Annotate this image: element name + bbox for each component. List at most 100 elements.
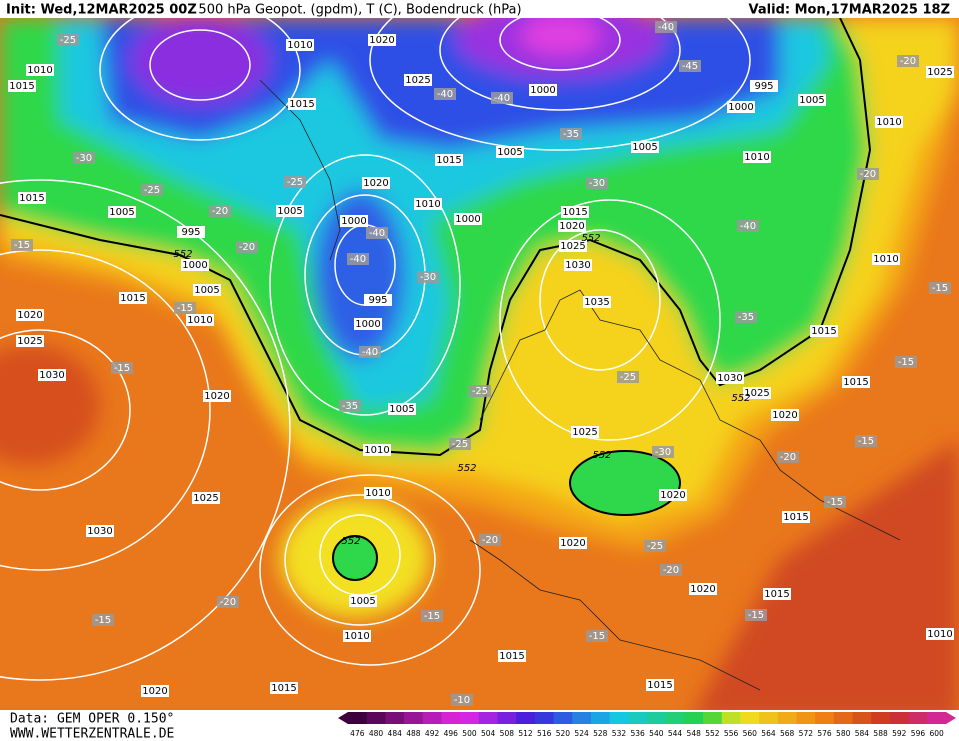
temperature-label: -15 (95, 615, 111, 626)
temperature-label-box (347, 253, 369, 265)
colorbar-tick-label: 580 (836, 729, 851, 738)
temperature-label: -15 (177, 303, 193, 314)
isobar-label: 1015 (9, 81, 34, 92)
colorbar-tick-label: 600 (929, 729, 944, 738)
isobar-label-box (559, 537, 587, 549)
isobar-label-box (362, 177, 390, 189)
temperature-label-box (236, 241, 258, 253)
temperature-label-box (617, 371, 639, 383)
temperature-label: -35 (738, 312, 754, 323)
temperature-label-box (209, 205, 231, 217)
isobar-label-box (354, 318, 382, 330)
isobar-label: 1030 (39, 370, 64, 381)
colorbar-swatch (665, 712, 685, 724)
isobar-label-box (561, 206, 589, 218)
isobar-label: 1010 (927, 629, 952, 640)
isobar-label: 1025 (193, 493, 218, 504)
colorbar-arrow-right (946, 712, 956, 724)
colorbar-swatch (534, 712, 555, 724)
isobar-label-box (743, 387, 771, 399)
header-bar (0, 0, 959, 18)
temperature-label: -15 (424, 611, 440, 622)
isobar-label: 1020 (560, 538, 585, 549)
isobar-label: 1005 (350, 596, 375, 607)
temperature-label: -40 (350, 254, 366, 265)
temperature-label-box (586, 630, 608, 642)
isobar-label: 1020 (204, 391, 229, 402)
colorbar-swatch (796, 712, 816, 724)
temperature-label: -30 (589, 178, 605, 189)
colorbar-swatch (404, 712, 424, 724)
temperature-label: -10 (454, 695, 470, 706)
temperature-label-box (434, 88, 456, 100)
isobar-label-box (771, 409, 799, 421)
temperature-label-box (73, 152, 95, 164)
isobar-label-box (763, 588, 791, 600)
isobar-label: 1010 (415, 199, 440, 210)
isobar-label: 1015 (499, 651, 524, 662)
colorbar-swatch (385, 712, 405, 724)
geopotential-label: 552 (341, 536, 360, 547)
isobar-label: 1015 (764, 589, 789, 600)
isobar-label-box (288, 98, 316, 110)
colorbar-tick-label: 496 (444, 729, 459, 738)
colorbar-swatch (871, 712, 891, 724)
temperature-label-box (491, 92, 513, 104)
temperature-label-box (451, 694, 473, 706)
temperature-label-box (560, 128, 582, 140)
isobar-label-box (496, 146, 524, 158)
colorbar-swatch (684, 712, 704, 724)
temperature-label: -40 (658, 22, 674, 33)
colorbar-tick-label: 560 (743, 729, 758, 738)
colorbar-tick-label: 524 (574, 729, 589, 738)
isobar-label-box (363, 444, 391, 456)
isobar-label-box (414, 198, 442, 210)
isobar-label-box (192, 492, 220, 504)
isobar-label: 1010 (744, 152, 769, 163)
temperature-label: -30 (76, 153, 92, 164)
isobar-label: 1030 (717, 373, 742, 384)
website: WWW.WETTERZENTRALE.DE (10, 727, 174, 741)
colorbar-tick-label: 528 (593, 729, 608, 738)
colorbar-tick-label: 520 (556, 729, 571, 738)
temperature-label-box (217, 596, 239, 608)
isobar-label-box (270, 682, 298, 694)
isobar-label: 1005 (497, 147, 522, 158)
colorbar-arrow-left (338, 712, 348, 724)
isobar-label: 1030 (565, 260, 590, 271)
isobar-label: 1000 (530, 85, 555, 96)
colorbar-tick-label: 516 (537, 729, 552, 738)
isobar-label-box (571, 426, 599, 438)
isobar-label-box (141, 685, 169, 697)
temperature-label-box (824, 496, 846, 508)
isobar-label: 1005 (799, 95, 824, 106)
colorbar-swatch (348, 712, 368, 724)
isobar-label: 1015 (562, 207, 587, 218)
product-title: 500 hPa Geopot. (gpdm), T (C), Bodendruc… (198, 3, 521, 18)
isobar-label: 995 (368, 295, 387, 306)
isobar-label: 1025 (744, 388, 769, 399)
isobar-label: 1020 (363, 178, 388, 189)
isobar-label: 1015 (843, 377, 868, 388)
colorbar-tick-label: 488 (406, 729, 421, 738)
isobar-label: 1005 (277, 206, 302, 217)
isobar-label: 1005 (109, 207, 134, 218)
colorbar-tick-label: 596 (911, 729, 926, 738)
isobar-label: 1000 (341, 216, 366, 227)
isobar-label-box (388, 403, 416, 415)
isobar-label: 1000 (455, 214, 480, 225)
isobar-label-box (177, 226, 205, 238)
temperature-label-box (895, 356, 917, 368)
isobar-label-box (646, 679, 674, 691)
temperature-label: -15 (114, 363, 130, 374)
colorbar-swatch (609, 712, 629, 724)
temperature-label: -20 (212, 206, 228, 217)
isobar-label: 995 (754, 81, 773, 92)
colorbar-tick-label: 500 (462, 729, 477, 738)
colorbar-tick-label: 540 (649, 729, 664, 738)
colorbar-tick-label: 476 (350, 729, 365, 738)
valid-time: Valid: Mon,17MAR2025 18Z (749, 3, 950, 18)
colorbar-swatch (366, 712, 386, 724)
isobar-label-box (559, 240, 587, 252)
